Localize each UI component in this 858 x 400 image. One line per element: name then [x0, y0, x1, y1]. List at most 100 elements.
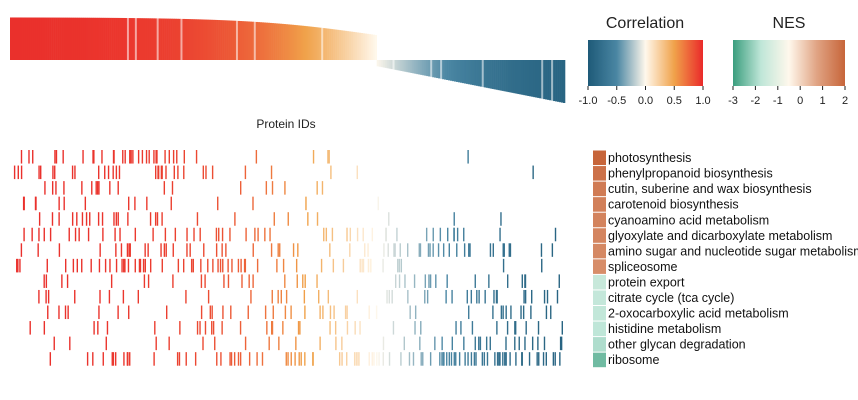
correlation-profile-bar	[346, 31, 350, 60]
correlation-profile-bar	[452, 60, 455, 82]
correlation-profile-bar	[95, 17, 98, 60]
nes-swatch	[593, 166, 606, 181]
correlation-profile-bar	[356, 32, 360, 60]
correlation-profile-bar	[41, 17, 44, 61]
correlation-profile-bar	[513, 60, 516, 94]
correlation-profile-bar	[424, 60, 427, 76]
correlation-profile-bar	[563, 60, 566, 103]
correlation-profile-bar	[469, 60, 473, 85]
correlation-profile-bar	[315, 27, 318, 60]
correlation-profile-bar	[523, 60, 526, 96]
correlation-profile-bar	[253, 21, 257, 60]
correlation-profile-bar	[362, 33, 366, 60]
correlation-profile-bar	[545, 60, 548, 100]
correlation-colorbar	[588, 40, 703, 86]
correlation-profile-bar	[301, 25, 304, 60]
correlation-profile-bar	[206, 19, 209, 60]
nes-swatch	[593, 259, 606, 274]
correlation-profile-bar	[212, 19, 215, 60]
correlation-profile-bar	[243, 21, 247, 60]
correlation-profile-bar	[226, 20, 229, 61]
correlation-profile-bar	[275, 23, 278, 61]
correlation-tick-label: 1.0	[695, 95, 710, 107]
correlation-profile-bar	[249, 21, 253, 61]
nes-tick-label: 1	[820, 95, 826, 107]
correlation-profile-bar	[224, 20, 227, 60]
nes-tick-label: 0	[797, 95, 803, 107]
correlation-profile-bar	[117, 17, 120, 60]
correlation-profile-bar	[376, 60, 379, 67]
correlation-profile-bar	[517, 60, 520, 95]
correlation-profile-bar	[233, 20, 237, 61]
correlation-profile-bar	[370, 34, 374, 60]
pathway-labels: photosynthesis phenylpropanoid biosynthes…	[593, 150, 858, 368]
correlation-profile-bar	[446, 60, 449, 80]
correlation-profile-bar	[222, 20, 225, 60]
nes-swatch	[593, 321, 606, 337]
correlation-profile-bar	[293, 24, 296, 60]
correlation-profile-bar	[241, 21, 245, 60]
correlation-tick-label: -1.0	[579, 95, 598, 107]
correlation-profile-bar	[61, 17, 64, 61]
correlation-tick-label: 0.5	[667, 95, 682, 107]
correlation-profile-bar	[501, 60, 504, 91]
pathway-label: cutin, suberine and wax biosynthesis	[608, 182, 812, 196]
correlation-profile-bar	[19, 17, 23, 60]
correlation-profile-bar	[87, 17, 90, 60]
correlation-profile-bar	[154, 18, 157, 60]
correlation-profile-bar	[51, 17, 54, 61]
correlation-profile-bar	[561, 60, 564, 103]
correlation-profile-bar	[337, 29, 340, 60]
correlation-profile-bar	[416, 60, 419, 75]
nes-colorbar	[733, 40, 845, 86]
correlation-profile-bar	[148, 18, 152, 60]
correlation-profile-bar	[220, 20, 223, 61]
pathway-label: photosynthesis	[608, 151, 691, 165]
correlation-profile-bar	[493, 60, 496, 90]
correlation-profile-bar	[63, 17, 66, 60]
pathway-label: cyanoamino acid metabolism	[608, 213, 769, 227]
correlation-profile-bar	[126, 18, 130, 61]
correlation-profile-bar	[99, 17, 102, 60]
correlation-profile-bar	[164, 18, 167, 61]
correlation-profile-bar	[465, 60, 469, 84]
correlation-profile-bar	[440, 60, 443, 79]
correlation-profile-bars	[10, 17, 566, 103]
correlation-profile-bar	[259, 22, 263, 60]
nes-swatch	[593, 212, 606, 228]
correlation-profile-bar	[352, 31, 356, 60]
correlation-profile-bar	[134, 18, 138, 60]
correlation-profile-bar	[527, 60, 530, 96]
correlation-profile-bar	[479, 60, 483, 87]
correlation-profile-bar	[239, 21, 243, 60]
correlation-profile-bar	[400, 60, 403, 72]
correlation-profile-bar	[341, 30, 344, 60]
correlation-profile-bar	[327, 28, 330, 60]
nes-swatch	[593, 290, 606, 305]
correlation-profile-bar	[200, 19, 203, 61]
correlation-profile-bar	[372, 34, 376, 60]
correlation-profile-bar	[471, 60, 475, 86]
correlation-profile-bar	[525, 60, 528, 96]
correlation-profile-bar	[45, 17, 48, 60]
correlation-profile-bar	[170, 18, 173, 61]
nes-swatch	[593, 197, 606, 212]
correlation-profile-bar	[11, 17, 15, 60]
correlation-profile-bar	[97, 17, 100, 61]
nes-swatch	[593, 352, 606, 368]
correlation-profile-bar	[495, 60, 498, 90]
correlation-profile-bar	[285, 24, 288, 60]
nes-swatch	[593, 243, 606, 259]
pathway-label: phenylpropanoid biosynthesis	[608, 167, 773, 181]
correlation-profile-bar	[303, 25, 306, 60]
correlation-profile-bar	[83, 17, 86, 60]
correlation-profile-bar	[448, 60, 451, 81]
nes-legend: NES -3 -2 -1 0 1 2	[728, 15, 848, 107]
correlation-profile-bar	[541, 60, 544, 99]
correlation-profile-bar	[160, 18, 163, 61]
correlation-profile-bar	[77, 17, 80, 61]
correlation-profile-bar	[309, 26, 312, 60]
correlation-profile-bar	[348, 31, 352, 60]
correlation-profile-bar	[382, 60, 385, 68]
correlation-profile-bar	[483, 60, 487, 88]
